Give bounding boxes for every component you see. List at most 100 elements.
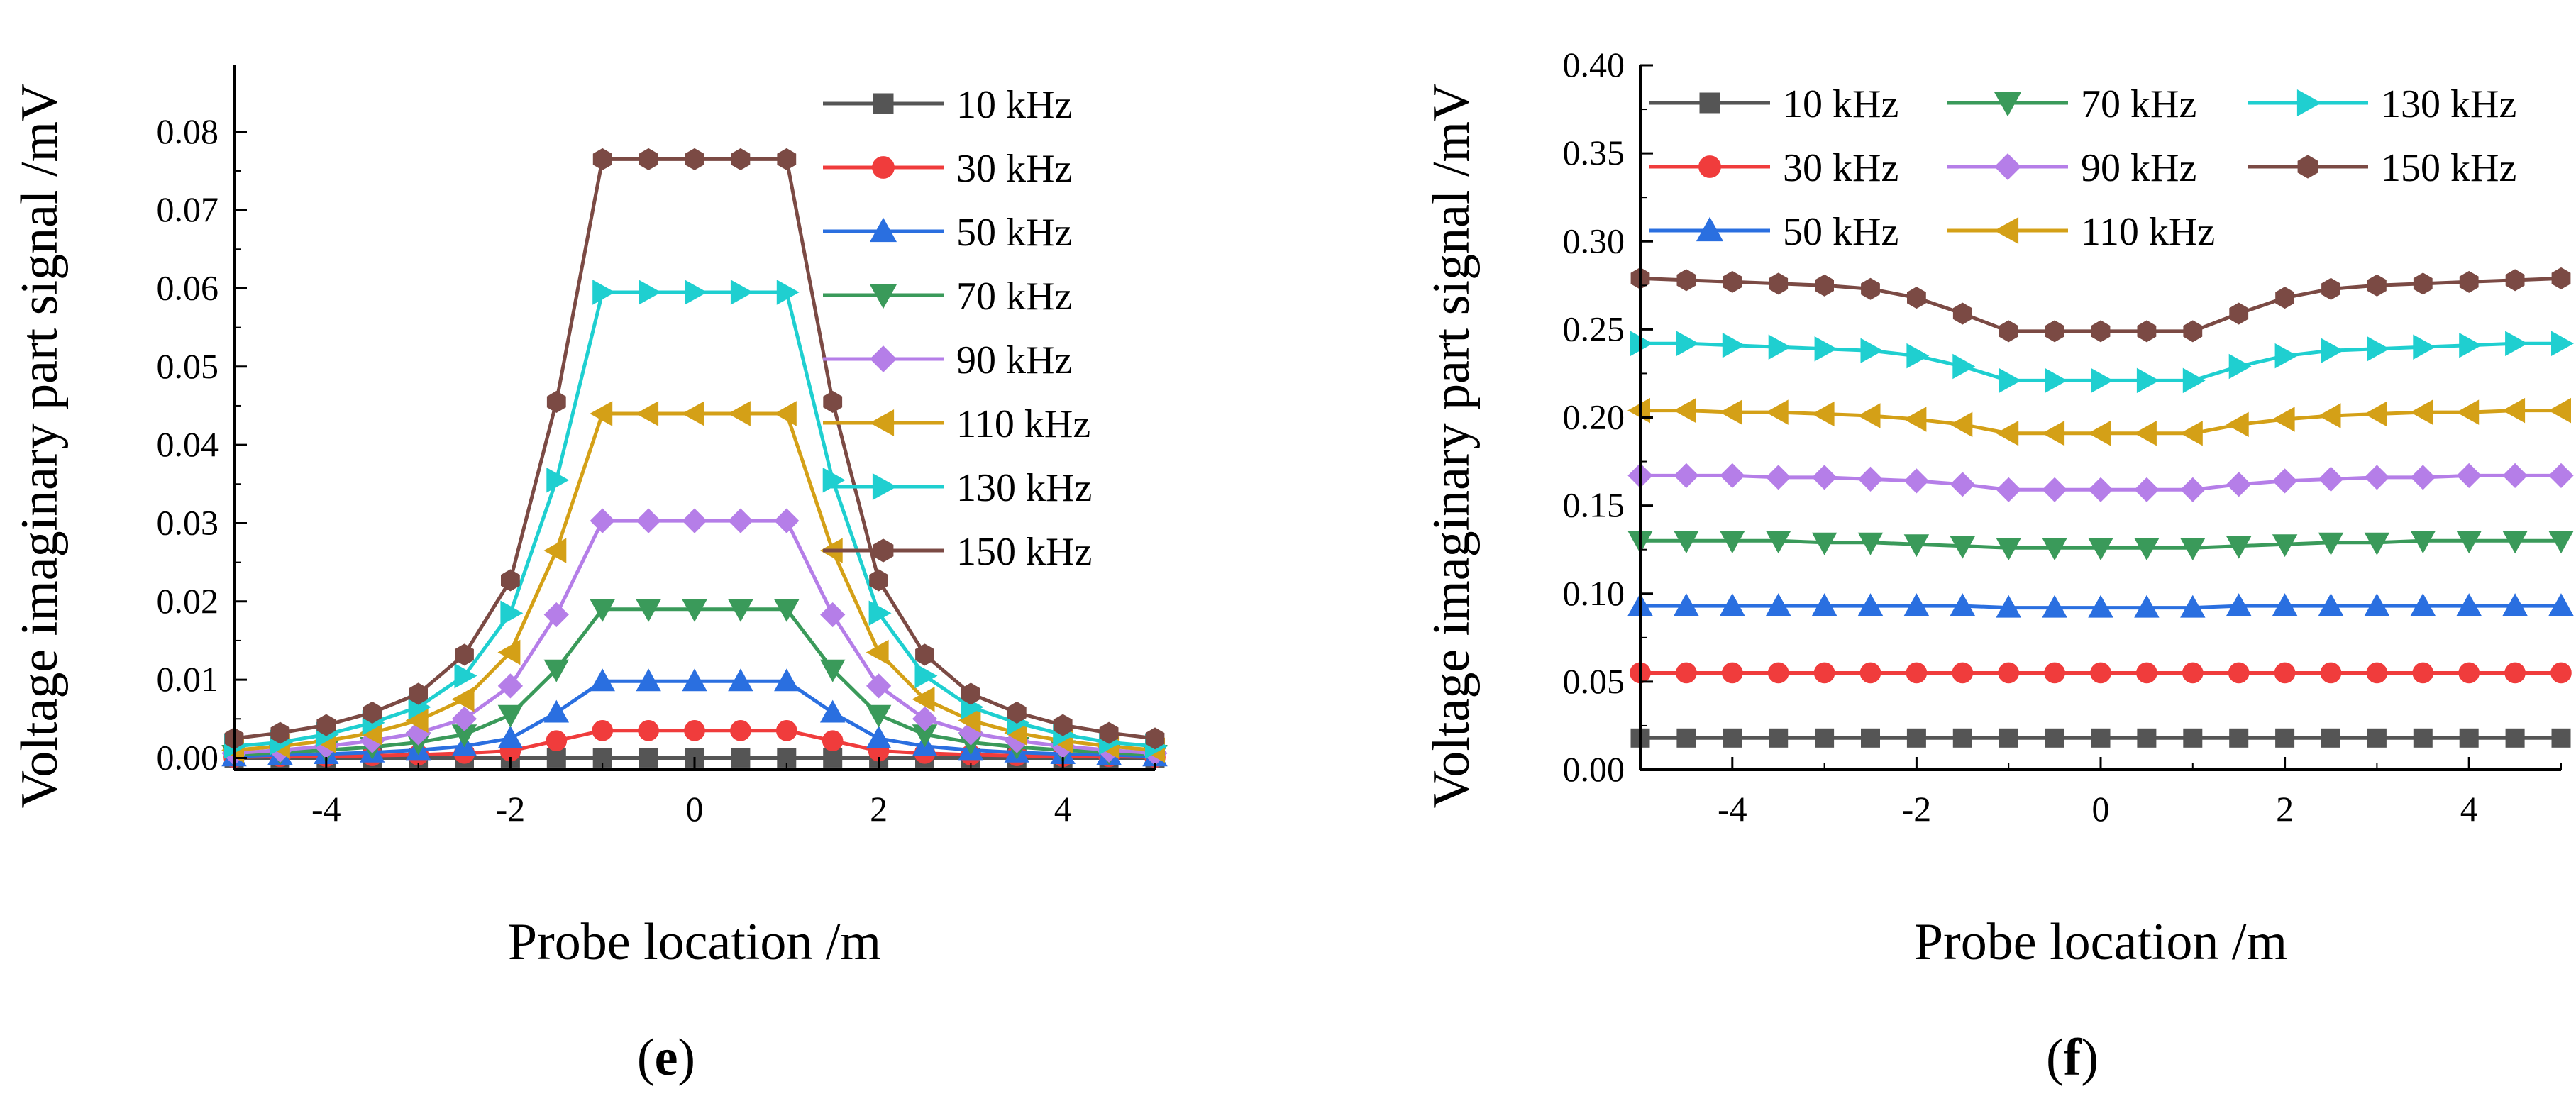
data-point [1903, 593, 1930, 616]
series-90-khz [1627, 463, 2574, 502]
data-point [2502, 463, 2528, 489]
x-tick-label: 2 [2276, 789, 2294, 829]
data-point [774, 599, 800, 622]
data-point [728, 668, 753, 692]
data-point [1674, 593, 1699, 616]
data-point [2180, 595, 2206, 618]
data-point [2226, 472, 2252, 497]
data-point [1860, 338, 1884, 363]
x-tick-label: -2 [496, 789, 526, 829]
data-point [1811, 532, 1837, 555]
legend-label: 130 kHz [2381, 82, 2516, 126]
data-point [501, 569, 520, 592]
data-point [822, 730, 844, 751]
data-point [866, 639, 889, 665]
data-point [2183, 728, 2203, 748]
y-tick-label: 0.35 [1563, 133, 1625, 172]
data-point [1906, 662, 1928, 684]
data-point [776, 720, 797, 741]
data-point [2364, 465, 2390, 490]
data-point [636, 599, 661, 622]
legend-marker [1994, 216, 2019, 245]
data-point [1950, 536, 1976, 559]
x-tick-label: 0 [2092, 789, 2110, 829]
data-point [1145, 727, 1165, 750]
data-point [961, 682, 980, 705]
data-point [1765, 399, 1789, 425]
data-point [639, 148, 658, 170]
legend-label: 130 kHz [956, 466, 1092, 510]
data-point [1907, 287, 1926, 309]
legend-item-70-khz: 70 kHz [1947, 82, 2196, 126]
data-point [915, 643, 934, 666]
data-point [2548, 463, 2574, 489]
data-point [543, 699, 570, 723]
data-point [1720, 593, 1745, 616]
x-tick-label: -4 [1718, 789, 1747, 829]
data-point [1906, 728, 1926, 748]
data-point [1857, 403, 1881, 428]
data-point [2459, 728, 2479, 748]
data-point [1765, 593, 1791, 616]
series-130-khz [1630, 331, 2574, 394]
legend-marker [873, 538, 894, 563]
data-point [2458, 662, 2480, 684]
data-point [1769, 728, 1789, 748]
data-point [2180, 477, 2206, 502]
data-point [639, 280, 662, 305]
data-point [2275, 287, 2294, 309]
data-point [2042, 421, 2065, 446]
data-point [1998, 662, 2019, 684]
data-point [1811, 465, 1837, 490]
data-point [2367, 728, 2387, 748]
data-point [543, 602, 569, 628]
data-point [409, 682, 428, 705]
data-point [1766, 465, 1791, 490]
panel-label-close: ) [678, 1029, 695, 1087]
data-point [1950, 593, 1976, 616]
data-point [1952, 353, 1976, 380]
data-point [1767, 662, 1789, 684]
data-point [2090, 662, 2111, 684]
data-point [1769, 272, 1789, 295]
data-point [2229, 302, 2249, 325]
data-point [2459, 270, 2479, 293]
legend-label: 90 kHz [956, 338, 1072, 382]
legend-label: 110 kHz [956, 402, 1090, 446]
data-point [730, 720, 751, 741]
data-point [1674, 531, 1699, 554]
x-tick-label: 0 [686, 789, 704, 829]
x-axis-title: Probe location /m [1914, 913, 2287, 971]
data-point [682, 401, 704, 426]
legend-label: 150 kHz [956, 530, 1092, 574]
data-point [1996, 477, 2021, 502]
data-point [2045, 320, 2064, 343]
panel-label-letter: f [2064, 1029, 2082, 1087]
legend-marker [872, 156, 895, 179]
data-point [776, 280, 800, 305]
legend: 10 kHz 30 kHz 50 kHz 70 kHz 90 kHz 110 kHz 130… [1649, 82, 2516, 254]
data-point [1950, 472, 1975, 497]
data-point [1903, 407, 1927, 432]
data-point [1007, 701, 1027, 724]
data-point [500, 600, 524, 626]
data-point [543, 538, 567, 563]
data-point [2088, 421, 2111, 446]
y-tick-label: 0.05 [1563, 661, 1625, 701]
data-point [2272, 468, 2298, 494]
data-point [2137, 320, 2157, 343]
data-point [454, 663, 477, 689]
legend-item-130-khz: 130 kHz [2248, 82, 2516, 126]
data-point [2413, 728, 2433, 748]
data-point [636, 401, 659, 426]
data-point [731, 148, 751, 170]
data-point [912, 706, 938, 731]
data-point [2364, 401, 2387, 427]
legend-marker [1994, 153, 2021, 180]
y-tick-label: 0.05 [157, 346, 219, 386]
series-10-khz [1630, 728, 2571, 748]
data-point [1719, 399, 1742, 425]
data-point [2456, 463, 2482, 489]
data-point [2272, 593, 2298, 616]
y-axis-title: Voltage imaginary part signal /mV [11, 83, 69, 808]
